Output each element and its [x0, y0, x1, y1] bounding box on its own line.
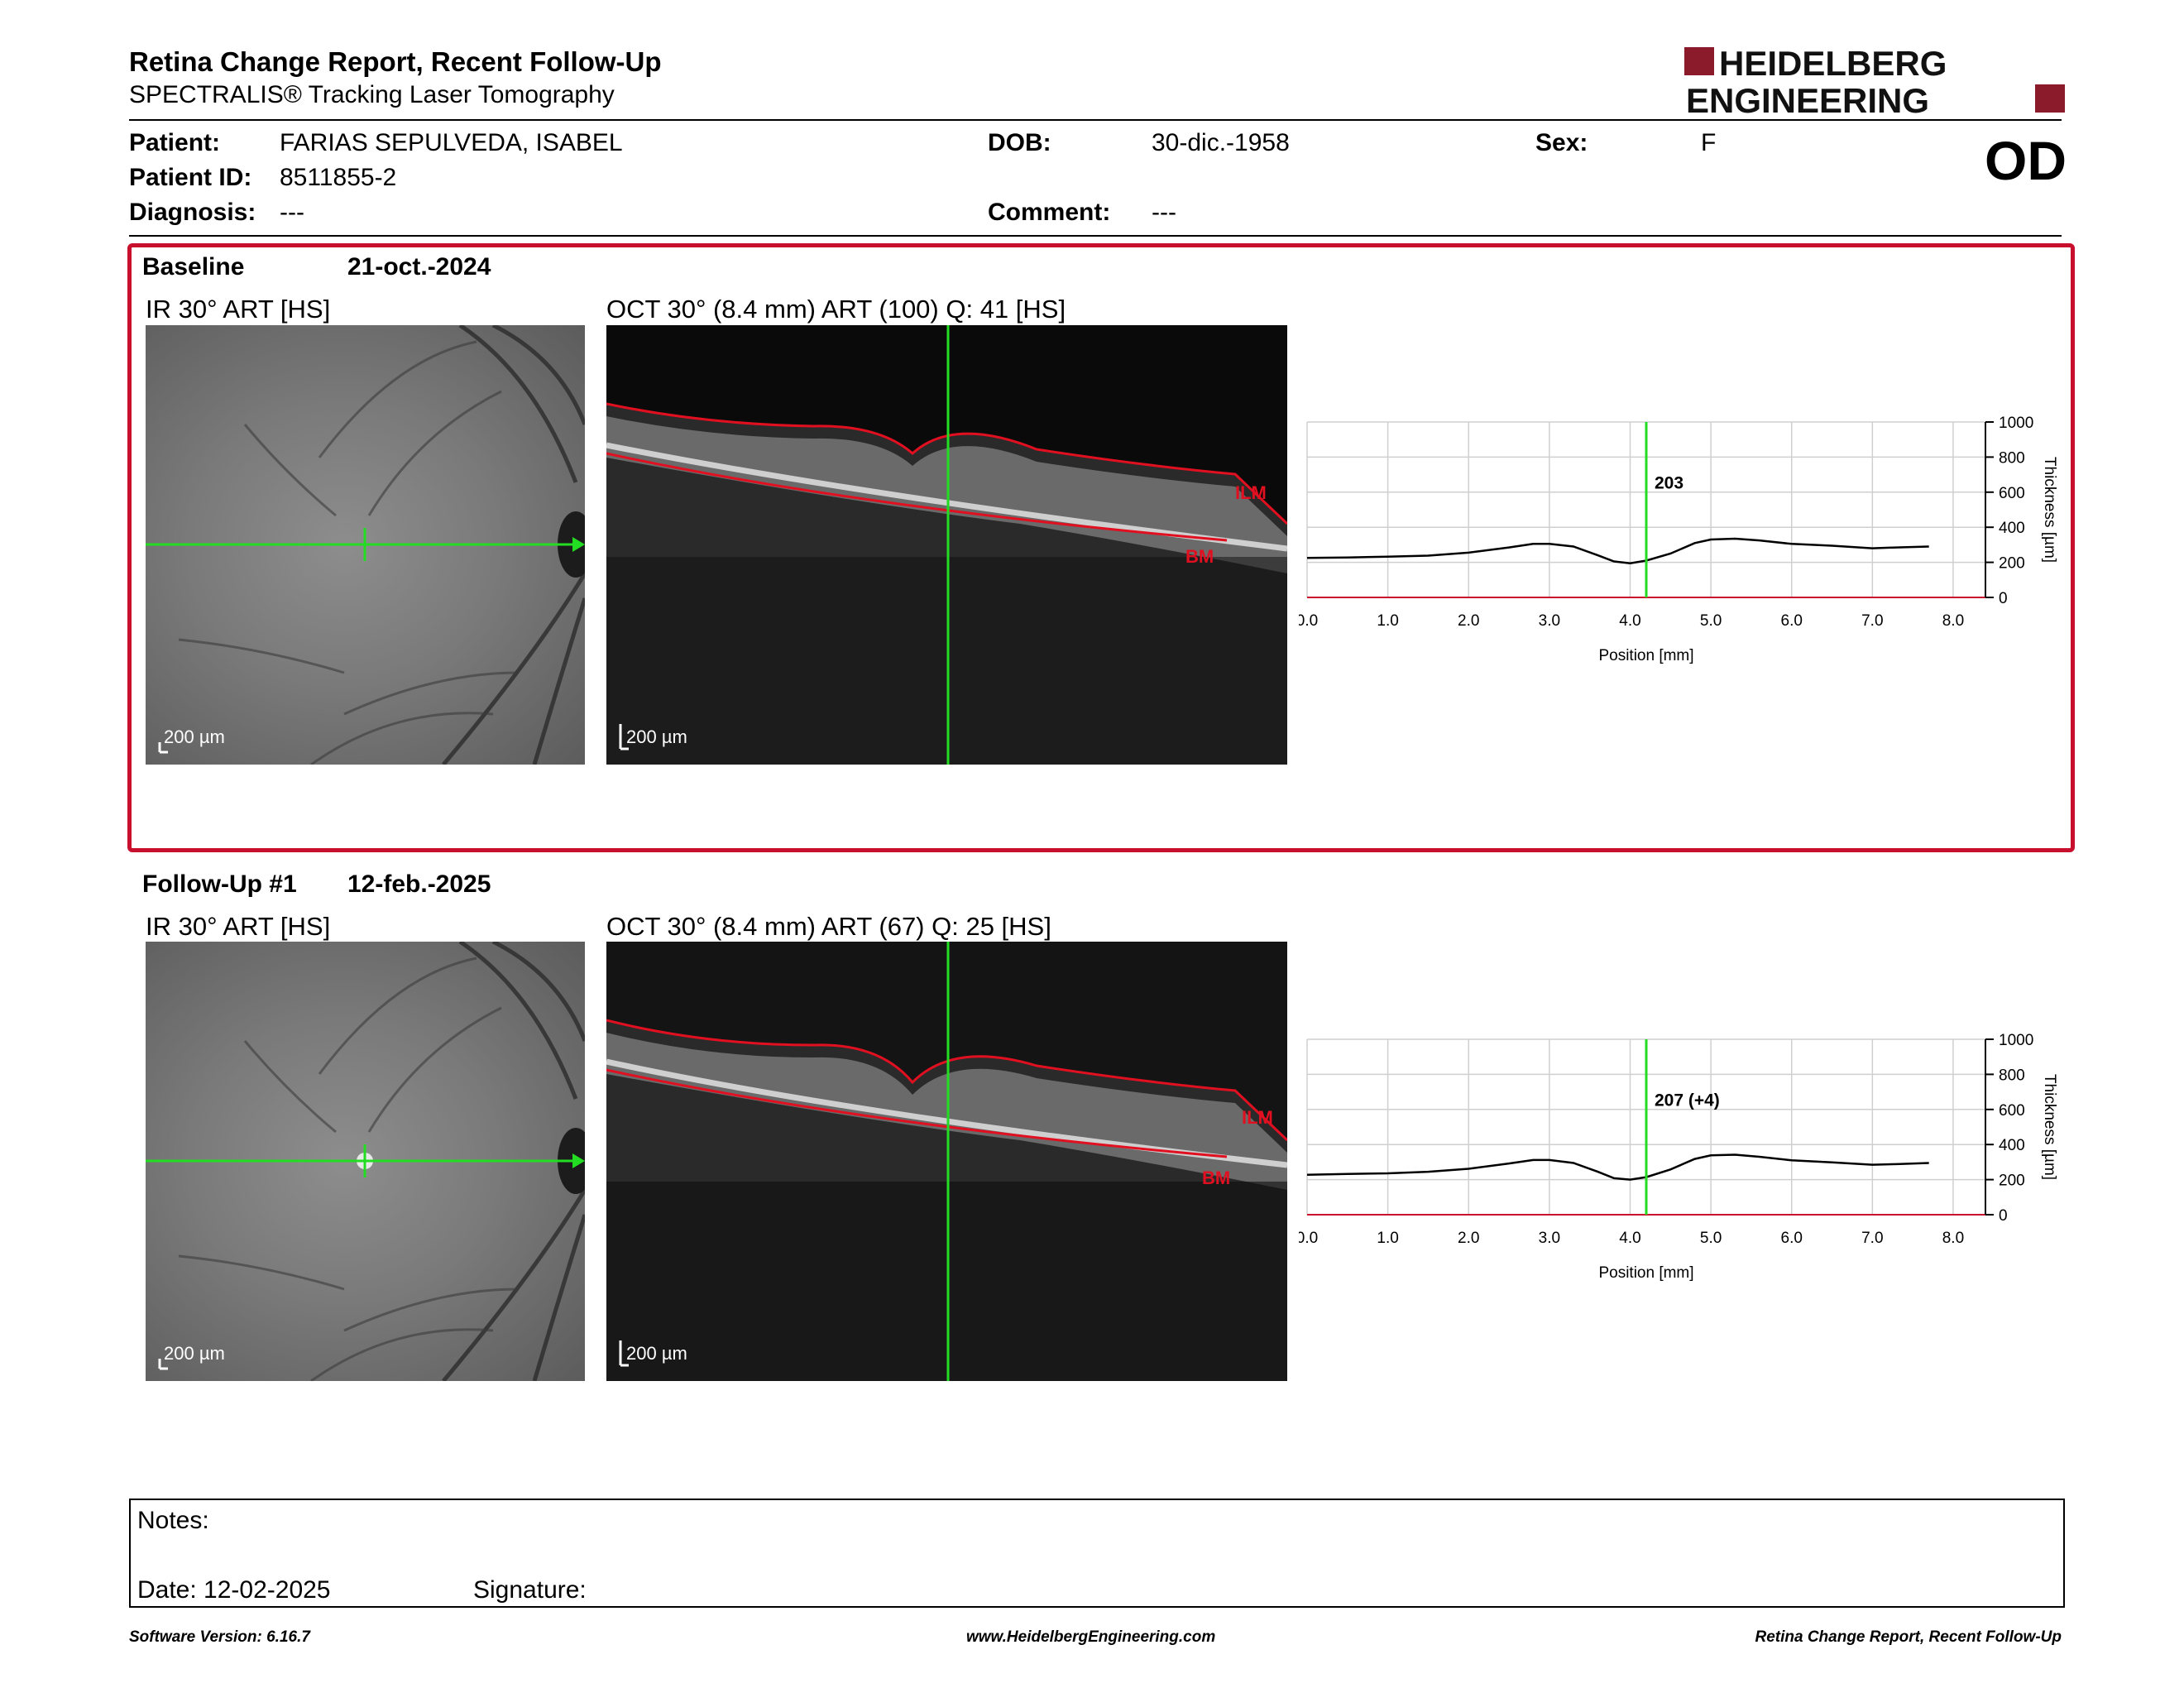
followup-bm-label: BM — [1202, 1168, 1230, 1188]
followup-thickness-chart: 0.0 1.0 2.0 3.0 4.0 5.0 6.0 7.0 8.0 0 200 400 600 800… — [1299, 1032, 2058, 1282]
chart-x-tick-label: 5.0 — [1700, 612, 1722, 630]
dob-value: 30-dic.-1958 — [1152, 129, 1290, 156]
chart-marker-label: 203 — [1655, 474, 1684, 493]
followup-ilm-label: ILM — [1242, 1107, 1273, 1128]
diagnosis-value: --- — [280, 199, 304, 226]
chart-x-tick-label: 1.0 — [1377, 1230, 1398, 1247]
chart-x-tick-label: 5.0 — [1700, 1230, 1722, 1247]
baseline-frame — [127, 243, 2075, 852]
chart-thickness-line — [1306, 537, 1929, 564]
patient-label: Patient: — [129, 129, 221, 156]
baseline-ir-scale: 200 µm — [164, 727, 225, 747]
chart-marker-label: 207 (+4) — [1655, 1091, 1720, 1110]
heidelberg-logo: HEIDELBERG ENGINEERING — [1684, 43, 2065, 120]
chart-x-tick-label: 7.0 — [1861, 612, 1883, 630]
patient-id: 8511855-2 — [280, 164, 397, 191]
followup-ir-title: IR 30° ART [HS] — [146, 912, 331, 941]
comment-value: --- — [1152, 199, 1176, 226]
chart-y-tick-label: 600 — [1999, 485, 2025, 502]
chart-x-tick-label: 4.0 — [1619, 1230, 1640, 1247]
header-rule — [129, 119, 2062, 121]
chart-y-tick-label: 0 — [1999, 590, 2008, 607]
footer-report-name: Retina Change Report, Recent Follow-Up — [1755, 1628, 2062, 1646]
sex-label: Sex: — [1535, 129, 1588, 156]
chart-y-tick-label: 1000 — [1999, 415, 2033, 432]
followup-ir-image[interactable]: 200 µm — [146, 942, 585, 1381]
notes-box[interactable]: Notes: Date: 12-02-2025 Signature: — [129, 1499, 2065, 1608]
chart-x-axis-label: Position [mm] — [1598, 647, 1693, 664]
patient-name: FARIAS SEPULVEDA, ISABEL — [280, 129, 623, 156]
baseline-date: 21-oct.-2024 — [347, 253, 491, 281]
chart-y-tick-label: 1000 — [1999, 1032, 2033, 1049]
chart-x-tick-label: 0.0 — [1299, 612, 1318, 630]
chart-x-axis-label: Position [mm] — [1598, 1264, 1693, 1282]
report-subtitle: SPECTRALIS® Tracking Laser Tomography — [129, 81, 615, 108]
followup-label: Follow-Up #1 — [142, 870, 297, 898]
chart-y-tick-label: 400 — [1999, 520, 2025, 537]
chart-x-tick-label: 6.0 — [1781, 1230, 1803, 1247]
chart-y-tick-label: 200 — [1999, 555, 2025, 573]
chart-y-tick-label: 0 — [1999, 1207, 2008, 1225]
notes-label: Notes: — [137, 1507, 209, 1534]
chart-x-tick-label: 2.0 — [1458, 612, 1479, 630]
baseline-bm-label: BM — [1185, 546, 1214, 567]
notes-date: Date: 12-02-2025 — [137, 1576, 331, 1604]
chart-x-tick-label: 3.0 — [1539, 1230, 1560, 1247]
comment-label: Comment: — [988, 199, 1111, 226]
baseline-oct-scale: 200 µm — [626, 727, 687, 747]
chart-y-tick-label: 600 — [1999, 1102, 2025, 1120]
baseline-ir-title: IR 30° ART [HS] — [146, 295, 331, 324]
followup-oct-image[interactable]: ILM BM 200 µm — [606, 942, 1287, 1381]
followup-oct-title: OCT 30° (8.4 mm) ART (67) Q: 25 [HS] — [606, 912, 1051, 941]
baseline-label: Baseline — [142, 253, 245, 281]
chart-y-tick-label: 200 — [1999, 1172, 2025, 1190]
dob-label: DOB: — [988, 129, 1051, 156]
signature-label: Signature: — [473, 1576, 587, 1604]
followup-ir-scale: 200 µm — [164, 1343, 225, 1364]
chart-x-tick-label: 0.0 — [1299, 1230, 1318, 1247]
followup-oct-scale: 200 µm — [626, 1343, 687, 1364]
chart-y-tick-label: 800 — [1999, 1067, 2025, 1084]
baseline-ir-image[interactable]: 200 µm — [146, 325, 585, 765]
software-version: Software Version: 6.16.7 — [129, 1628, 310, 1646]
chart-x-tick-label: 3.0 — [1539, 612, 1560, 630]
report-title: Retina Change Report, Recent Follow-Up — [129, 46, 662, 77]
sex-value: F — [1701, 129, 1717, 156]
chart-x-tick-label: 6.0 — [1781, 612, 1803, 630]
baseline-oct-title: OCT 30° (8.4 mm) ART (100) Q: 41 [HS] — [606, 295, 1066, 324]
followup-date: 12-feb.-2025 — [347, 870, 491, 898]
eye-indicator: OD — [1985, 130, 2067, 191]
chart-y-axis-label: Thickness [µm] — [2041, 457, 2058, 563]
patient-rule — [129, 235, 2062, 237]
logo-line1: HEIDELBERG — [1719, 44, 1947, 83]
website-link[interactable]: www.HeidelbergEngineering.com — [966, 1628, 1216, 1646]
chart-y-axis-label: Thickness [µm] — [2041, 1074, 2058, 1180]
chart-x-tick-label: 2.0 — [1458, 1230, 1479, 1247]
baseline-ilm-label: ILM — [1235, 482, 1267, 503]
chart-y-tick-label: 400 — [1999, 1137, 2025, 1154]
logo-line2: ENGINEERING — [1686, 81, 1929, 117]
baseline-thickness-chart: 0.0 1.0 2.0 3.0 4.0 5.0 6.0 7.0 8.0 0 200 400 600 800… — [1299, 415, 2058, 664]
patient-id-label: Patient ID: — [129, 164, 252, 191]
chart-x-tick-label: 4.0 — [1619, 612, 1640, 630]
diagnosis-label: Diagnosis: — [129, 199, 256, 226]
chart-x-tick-label: 1.0 — [1377, 612, 1398, 630]
chart-x-tick-label: 8.0 — [1942, 1230, 1964, 1247]
chart-x-tick-label: 7.0 — [1861, 1230, 1883, 1247]
chart-thickness-line — [1306, 1153, 1929, 1181]
chart-x-tick-label: 8.0 — [1942, 612, 1964, 630]
baseline-oct-image[interactable]: ILM BM 200 µm — [606, 325, 1287, 765]
chart-y-tick-label: 800 — [1999, 449, 2025, 467]
